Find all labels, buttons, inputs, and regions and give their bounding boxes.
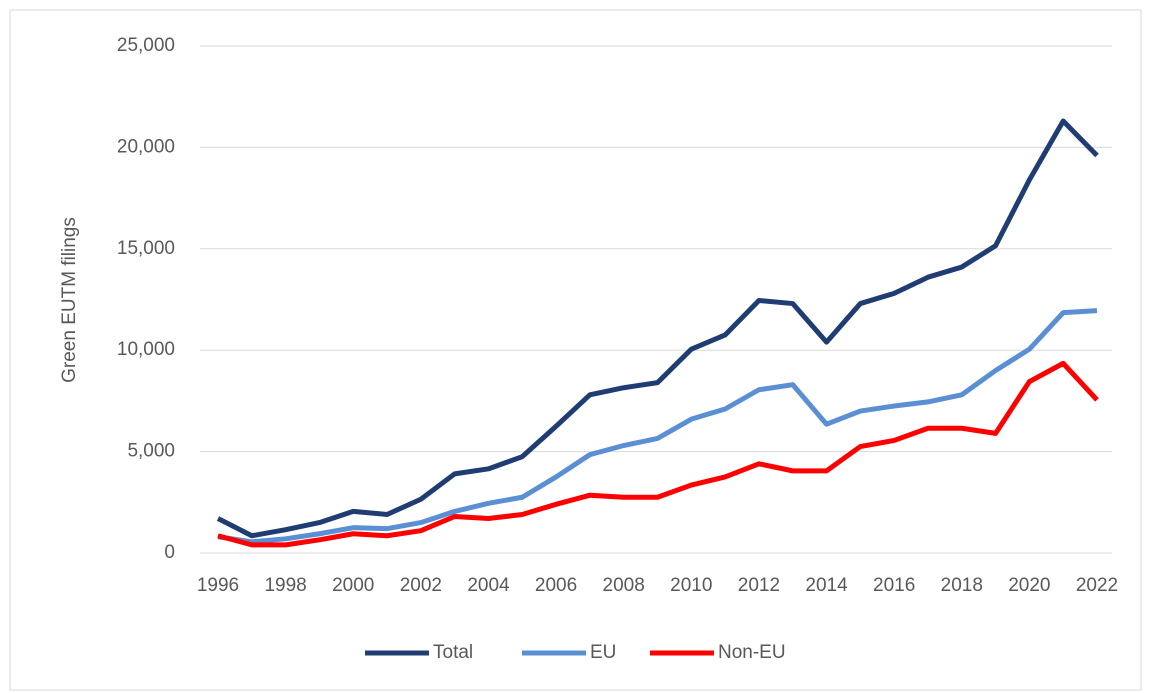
y-tick-label: 15,000 xyxy=(117,238,175,259)
x-tick-label: 2018 xyxy=(941,575,983,596)
x-tick-label: 2006 xyxy=(535,575,577,596)
x-tick-label: 2016 xyxy=(873,575,915,596)
x-tick-label: 1996 xyxy=(197,575,239,596)
series-line xyxy=(216,118,1099,539)
x-tick-label: 2004 xyxy=(467,575,510,596)
y-tick-label: 10,000 xyxy=(117,339,175,360)
x-tick-label: 2010 xyxy=(670,575,712,596)
x-tick-label: 2002 xyxy=(400,575,442,596)
legend-label: Non-EU xyxy=(718,642,786,663)
series-line xyxy=(217,308,1098,545)
legend-label: EU xyxy=(590,642,616,663)
x-tick-label: 2000 xyxy=(332,575,374,596)
y-axis-label: Green EUTM filings xyxy=(59,217,80,383)
x-tick-label: 2008 xyxy=(603,575,645,596)
y-tick-label: 0 xyxy=(164,542,175,563)
x-tick-label: 1998 xyxy=(264,575,306,596)
x-tick-label: 2014 xyxy=(805,575,848,596)
x-tick-label: 2020 xyxy=(1008,575,1050,596)
x-tick-label: 2012 xyxy=(738,575,780,596)
legend-label: Total xyxy=(433,642,473,663)
y-tick-label: 25,000 xyxy=(117,35,175,56)
series-line xyxy=(217,360,1099,548)
y-tick-label: 20,000 xyxy=(117,136,175,157)
y-tick-label: 5,000 xyxy=(127,441,175,462)
x-tick-label: 2022 xyxy=(1076,575,1118,596)
